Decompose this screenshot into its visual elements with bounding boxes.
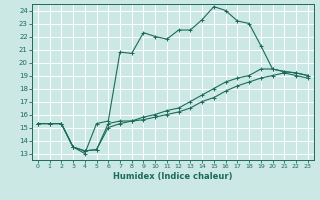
X-axis label: Humidex (Indice chaleur): Humidex (Indice chaleur) bbox=[113, 172, 233, 181]
